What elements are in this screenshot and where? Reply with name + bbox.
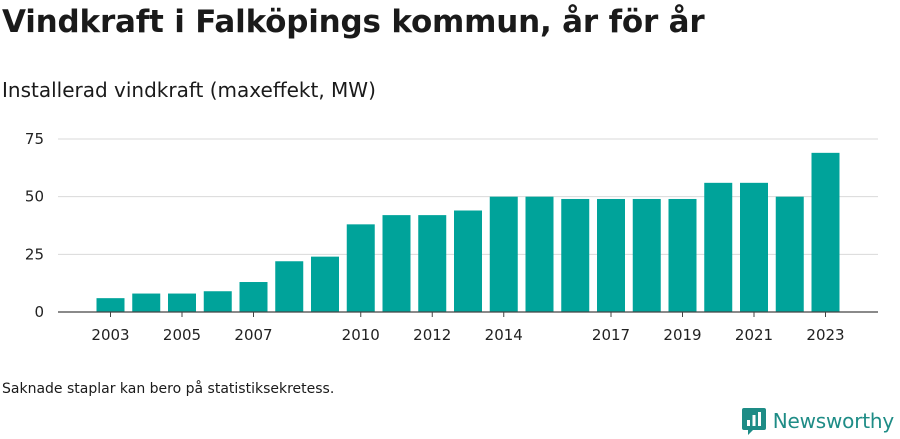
- footnote: Saknade staplar kan bero på statistiksek…: [2, 381, 335, 397]
- bar[interactable]: [561, 198, 590, 312]
- y-tick-label: 75: [25, 130, 44, 148]
- bars: [96, 152, 840, 312]
- bar[interactable]: [668, 198, 697, 312]
- bar-chart: 0 25 50 75 2003 2005 2007 2010 2012 2014 2017 2019 2…: [25, 130, 878, 344]
- bar[interactable]: [525, 196, 554, 312]
- bar[interactable]: [704, 182, 733, 312]
- chart-subtitle: Installerad vindkraft (maxeffekt, MW): [2, 78, 376, 102]
- brand-name: Newsworthy: [772, 409, 894, 433]
- x-tick-label: 2019: [663, 326, 701, 344]
- bar[interactable]: [382, 215, 411, 312]
- brand-logo[interactable]: Newsworthy: [741, 405, 894, 437]
- y-tick-label: 25: [25, 245, 44, 263]
- bar[interactable]: [489, 196, 518, 312]
- bar[interactable]: [168, 293, 196, 312]
- bar[interactable]: [775, 196, 804, 312]
- x-tick-label: 2021: [735, 326, 773, 344]
- bar[interactable]: [239, 282, 268, 312]
- chart-title: Vindkraft i Falköpings kommun, år för år: [2, 4, 705, 40]
- bar[interactable]: [597, 198, 625, 312]
- newsworthy-logo-icon: [741, 408, 766, 435]
- y-tick-label: 50: [25, 188, 44, 206]
- bar[interactable]: [454, 210, 482, 312]
- x-tick-label: 2003: [91, 326, 129, 344]
- bar[interactable]: [811, 152, 840, 312]
- bar[interactable]: [346, 224, 375, 312]
- bar[interactable]: [275, 261, 304, 312]
- bar[interactable]: [418, 215, 447, 312]
- bar[interactable]: [740, 182, 768, 312]
- x-tick-label: 2014: [485, 326, 523, 344]
- x-tick-label: 2012: [413, 326, 451, 344]
- x-tick-label: 2010: [342, 326, 380, 344]
- bar[interactable]: [203, 291, 232, 312]
- x-tick-label: 2005: [163, 326, 201, 344]
- bar[interactable]: [132, 293, 161, 312]
- y-tick-label: 0: [34, 303, 44, 321]
- bar[interactable]: [96, 298, 125, 312]
- x-tick-label: 2017: [592, 326, 630, 344]
- x-tick-label: 2007: [234, 326, 272, 344]
- bar[interactable]: [632, 198, 661, 312]
- bar[interactable]: [311, 256, 339, 312]
- x-tick-label: 2023: [806, 326, 844, 344]
- axes: 0 25 50 75 2003 2005 2007 2010 2012 2014 2017 2019 2…: [25, 130, 878, 344]
